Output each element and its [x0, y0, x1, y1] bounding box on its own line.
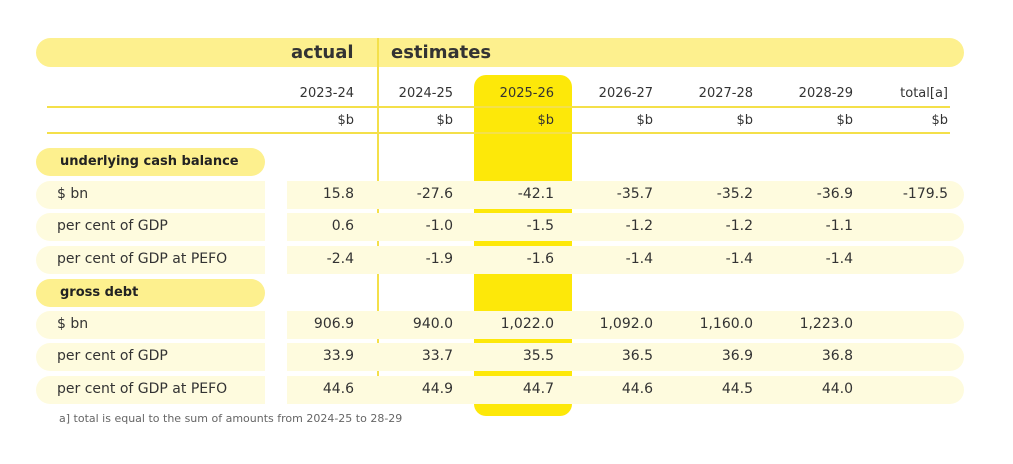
row-label: per cent of GDP — [57, 348, 168, 364]
table-cell: 44.9 — [421, 381, 453, 397]
table-cell: 44.7 — [522, 381, 554, 397]
table-row — [36, 181, 964, 209]
table-row — [36, 246, 964, 274]
row-gap — [265, 343, 287, 371]
table-cell: 36.9 — [721, 348, 753, 364]
table-cell: -1.4 — [725, 251, 753, 267]
column-unit-header: $b — [836, 113, 853, 128]
column-year-header: 2027-28 — [698, 86, 753, 101]
table-cell: 1,022.0 — [500, 316, 554, 332]
table-cell: -35.2 — [716, 186, 753, 202]
section-pill — [36, 148, 265, 176]
column-year-header: 2026-27 — [598, 86, 653, 101]
table-cell: 33.9 — [322, 348, 354, 364]
table-cell: -1.4 — [825, 251, 853, 267]
column-year-header: 2023-24 — [299, 86, 354, 101]
column-year-header: total[a] — [900, 86, 948, 101]
table-cell: 44.6 — [621, 381, 653, 397]
row-label: $ bn — [57, 316, 89, 332]
table-cell: -42.1 — [517, 186, 554, 202]
column-year-header: 2028-29 — [798, 86, 853, 101]
table-cell: -1.1 — [825, 218, 853, 234]
table-row — [36, 311, 964, 339]
table-row — [36, 343, 964, 371]
row-gap — [265, 376, 287, 404]
row-label: per cent of GDP — [57, 218, 168, 234]
column-unit-header: $b — [636, 113, 653, 128]
row-label: per cent of GDP at PEFO — [57, 251, 228, 267]
row-label: $ bn — [57, 186, 89, 202]
footnote: a] total is equal to the sum of amounts … — [59, 412, 403, 425]
table-cell: 44.6 — [322, 381, 354, 397]
table-cell: 906.9 — [313, 316, 354, 332]
table-cell: 940.0 — [412, 316, 453, 332]
table-cell: 36.8 — [821, 348, 853, 364]
table-cell: 1,223.0 — [799, 316, 853, 332]
table-cell: -27.6 — [416, 186, 453, 202]
column-year-header: 2025-26 — [499, 86, 554, 101]
table-cell: 1,092.0 — [599, 316, 653, 332]
table-cell: -1.5 — [526, 218, 554, 234]
column-unit-header: $b — [931, 113, 948, 128]
table-cell: -2.4 — [326, 251, 354, 267]
table-cell: 35.5 — [522, 348, 554, 364]
table-cell: -35.7 — [616, 186, 653, 202]
row-gap — [265, 181, 287, 209]
row-gap — [265, 246, 287, 274]
table-cell: 44.0 — [821, 381, 853, 397]
table-cell: 0.6 — [331, 218, 354, 234]
table-cell: -1.0 — [425, 218, 453, 234]
row-label: per cent of GDP at PEFO — [57, 381, 228, 397]
header-estimates: estimates — [391, 42, 492, 63]
table-cell: 33.7 — [421, 348, 453, 364]
column-unit-header: $b — [736, 113, 753, 128]
table-row — [36, 213, 964, 241]
row-gap — [265, 311, 287, 339]
section-title: underlying cash balance — [60, 154, 239, 169]
section-pill — [36, 279, 265, 307]
table-cell: -1.9 — [425, 251, 453, 267]
table-cell: 1,160.0 — [699, 316, 753, 332]
row-gap — [265, 213, 287, 241]
column-unit-header: $b — [537, 113, 554, 128]
table-cell: 44.5 — [721, 381, 753, 397]
column-unit-header: $b — [337, 113, 354, 128]
table-cell: -1.2 — [625, 218, 653, 234]
header-bar — [36, 38, 964, 67]
header-divider-line — [47, 106, 950, 108]
column-year-header: 2024-25 — [398, 86, 453, 101]
units-divider-line — [47, 132, 950, 134]
table-cell: -1.2 — [725, 218, 753, 234]
section-title: gross debt — [60, 285, 139, 300]
table-cell: -179.5 — [902, 186, 948, 202]
table-cell: -36.9 — [816, 186, 853, 202]
table-cell: 36.5 — [621, 348, 653, 364]
table-cell: 15.8 — [322, 186, 354, 202]
table-row — [36, 376, 964, 404]
table-cell: -1.4 — [625, 251, 653, 267]
column-unit-header: $b — [436, 113, 453, 128]
header-actual: actual — [291, 42, 354, 63]
table-cell: -1.6 — [526, 251, 554, 267]
